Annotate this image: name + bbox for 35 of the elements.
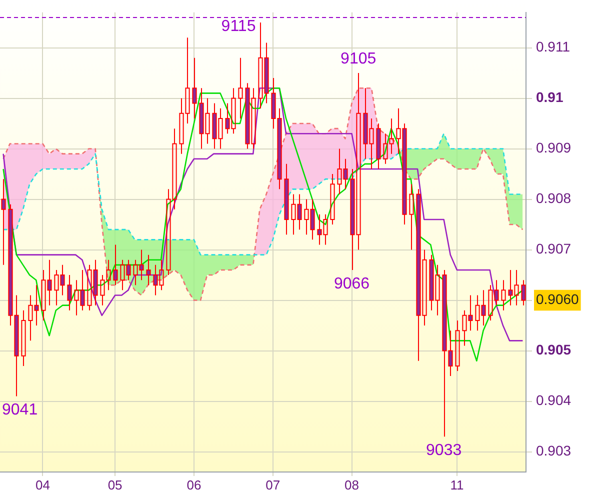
x-tick-label: 04 [36, 477, 50, 492]
x-tick-label: 05 [108, 477, 122, 492]
y-tick-label: 0.908 [536, 190, 572, 206]
candlestick [21, 310, 26, 366]
y-tick-label: 0.905 [536, 342, 572, 358]
candlestick [238, 57, 243, 119]
candlestick [330, 174, 335, 226]
x-tick-label: 06 [186, 477, 202, 492]
candlestick [501, 280, 506, 311]
candlestick [113, 244, 118, 286]
annotation: 9105 [340, 50, 376, 68]
y-tick-label: 0.911 [536, 38, 570, 55]
annotation: 9066 [334, 275, 370, 292]
annotation: 9115 [221, 18, 256, 35]
candlestick [376, 123, 381, 170]
line-series [2, 132, 524, 256]
y-tick-label: 0.91 [536, 89, 564, 106]
y-tick-label: 0.907 [536, 240, 572, 257]
y-tick-label: 0.9060 [536, 291, 580, 308]
y-tick-label: 0.903 [536, 442, 572, 459]
annotation: 9033 [426, 442, 462, 460]
candlestick [192, 57, 197, 119]
candlestick [521, 280, 526, 306]
y-tick-label: 0.909 [536, 140, 572, 156]
x-tick-label: 08 [344, 477, 359, 492]
candlestick [146, 254, 151, 286]
y-tick-label: 0.904 [536, 392, 572, 408]
x-tick-label: 07 [266, 477, 280, 492]
candlestick [67, 274, 72, 311]
candlestick [1, 178, 6, 266]
candlestick [455, 320, 460, 372]
x-tick-label: 11 [450, 477, 464, 492]
candlestick [409, 184, 414, 250]
candlestick [284, 163, 289, 236]
annotation: 9041 [2, 402, 38, 419]
